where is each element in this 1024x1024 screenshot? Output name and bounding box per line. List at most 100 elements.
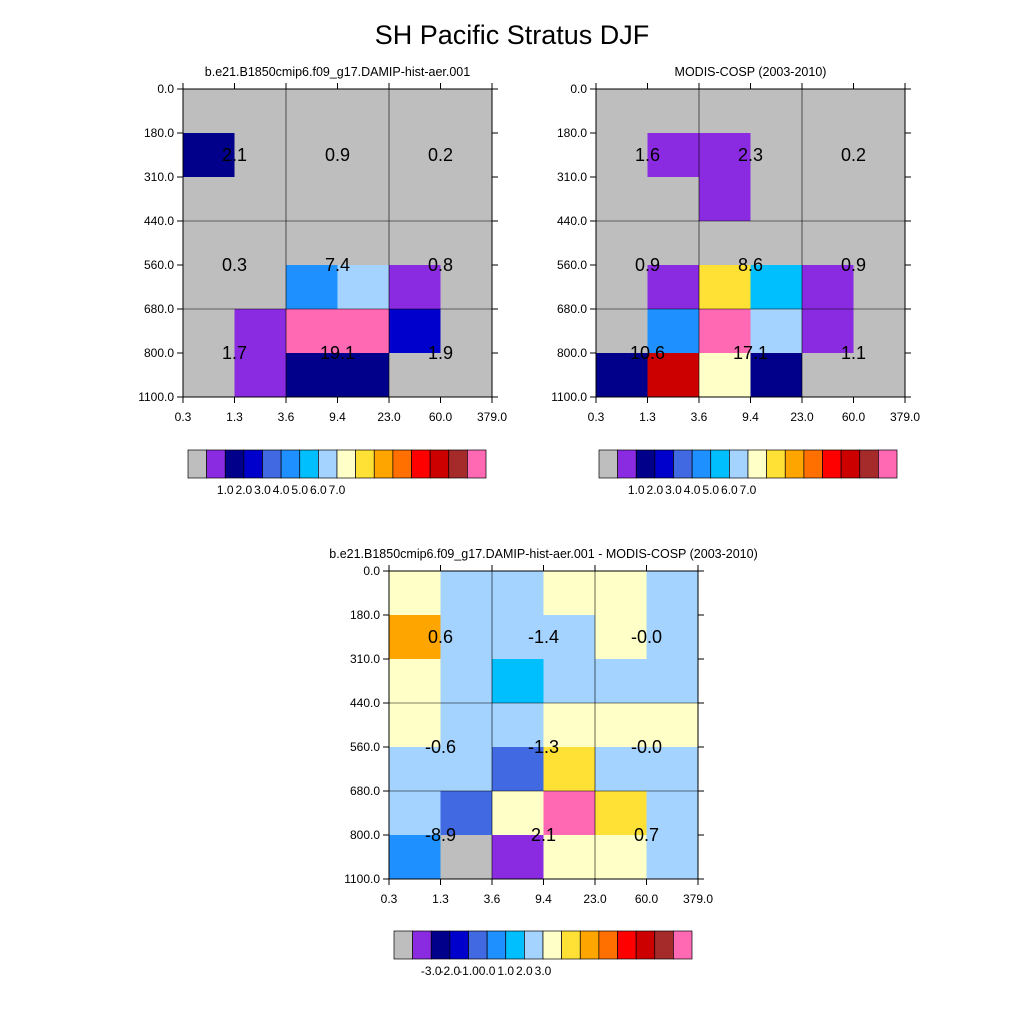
heatmap-cell	[389, 309, 441, 354]
x-tick-label: 3.6	[484, 892, 501, 906]
x-tick-label: 60.0	[429, 410, 453, 424]
heatmap-cell	[337, 309, 390, 354]
heatmap-cell	[750, 133, 803, 178]
x-tick-label: 0.3	[381, 892, 398, 906]
y-tick-label: 680.0	[557, 302, 587, 316]
colorbar-swatch	[243, 449, 263, 479]
colorbar-swatch	[859, 449, 879, 479]
colorbar-swatch	[673, 930, 693, 960]
heatmap-cell	[647, 309, 700, 354]
heatmap-cell	[647, 89, 700, 134]
colorbar-swatch	[840, 449, 861, 479]
heatmap-cell	[492, 791, 544, 836]
heatmap-cell	[440, 703, 493, 748]
heatmap-cell	[492, 615, 544, 660]
heatmap-cell	[440, 177, 493, 222]
y-tick-label: 800.0	[350, 828, 380, 842]
heatmap-cell	[853, 89, 906, 134]
colorbar-label: 1.0	[217, 483, 234, 497]
colorbar-swatch	[318, 449, 338, 479]
colorbar-swatch	[822, 449, 842, 479]
block-total-label: -8.9	[425, 825, 456, 845]
colorbar-swatch	[392, 449, 412, 479]
colorbar: 1.0 2.0 3.0 4.0 5.0 6.0 7.0	[187, 449, 487, 497]
heatmap-cell	[440, 89, 493, 134]
colorbar-label: 7.0	[740, 483, 757, 497]
heatmap-cell	[183, 265, 235, 310]
heatmap-cell	[440, 133, 493, 178]
y-tick-label: 800.0	[144, 346, 174, 360]
heatmap-cell	[234, 177, 287, 222]
heatmap-cell	[853, 177, 906, 222]
colorbar-label: 3.0	[535, 964, 552, 978]
colorbar-swatch	[412, 930, 432, 960]
heatmap-cell	[596, 265, 648, 310]
heatmap-cell	[543, 747, 596, 792]
colorbar-swatch	[206, 449, 226, 479]
heatmap-cell	[440, 353, 493, 398]
y-tick-label: 0.0	[363, 564, 380, 578]
heatmap-cell	[647, 353, 700, 398]
heatmap-cell	[647, 133, 700, 178]
heatmap-cell	[802, 177, 854, 222]
colorbar-swatch	[411, 449, 431, 479]
y-tick-label: 180.0	[557, 126, 587, 140]
heatmap-cell	[595, 571, 647, 616]
colorbar: -3.0-2.0-1.0 0.0 1.0 2.0 3.0	[393, 930, 693, 978]
heatmap-cell	[543, 835, 596, 880]
x-tick-label: 3.6	[278, 410, 295, 424]
x-tick-label: 60.0	[635, 892, 659, 906]
heatmap-cell	[595, 835, 647, 880]
heatmap-panel-2: MODIS-COSP (2003-2010) 0.0 180.0 310.0 440.0…	[551, 65, 920, 497]
y-tick-label: 680.0	[350, 784, 380, 798]
heatmap-cell	[389, 659, 441, 704]
y-tick-label: 800.0	[557, 346, 587, 360]
y-tick-label: 180.0	[350, 608, 380, 622]
heatmap-cell	[286, 133, 338, 178]
heatmap-cell	[646, 571, 699, 616]
x-tick-label: 23.0	[377, 410, 401, 424]
x-tick-label: 0.3	[175, 410, 192, 424]
heatmap-cell	[389, 571, 441, 616]
heatmap-cell	[440, 747, 493, 792]
block-total-label: 1.9	[428, 343, 453, 363]
heatmap-cell	[595, 615, 647, 660]
x-tick-label: 1.3	[639, 410, 656, 424]
heatmap-cell	[596, 309, 648, 354]
colorbar-swatch	[262, 449, 282, 479]
colorbar-swatch	[468, 930, 488, 960]
heatmap-cell	[389, 747, 441, 792]
heatmap-cell	[853, 221, 906, 266]
colorbar-swatch	[486, 930, 507, 960]
block-total-label: -0.0	[631, 627, 662, 647]
block-total-label: 1.7	[222, 343, 247, 363]
y-tick-label: 310.0	[350, 652, 380, 666]
heatmap-cell	[802, 89, 854, 134]
heatmap-cell	[183, 177, 235, 222]
colorbar-label: 3.0	[665, 483, 682, 497]
heatmap-cell	[647, 177, 700, 222]
y-tick-label: 560.0	[144, 258, 174, 272]
colorbar-swatch	[729, 449, 749, 479]
heatmap-cell	[699, 177, 751, 222]
x-tick-label: 9.4	[535, 892, 552, 906]
heatmap-cell	[183, 309, 235, 354]
colorbar-swatch	[299, 449, 319, 479]
block-total-label: 10.6	[630, 343, 665, 363]
colorbar-swatch	[579, 930, 600, 960]
colorbar-swatch	[878, 449, 898, 479]
heatmap-cell	[646, 835, 699, 880]
y-tick-label: 180.0	[144, 126, 174, 140]
colorbar-swatch	[598, 449, 618, 479]
y-tick-label: 560.0	[350, 740, 380, 754]
heatmap-cell	[802, 265, 854, 310]
colorbar-swatch	[393, 930, 413, 960]
heatmap-cell	[699, 89, 751, 134]
colorbar-swatch	[505, 930, 525, 960]
heatmap-cell	[699, 221, 751, 266]
colorbar-swatch	[448, 449, 468, 479]
colorbar-swatch	[691, 449, 712, 479]
colorbar-label: 2.0	[236, 483, 253, 497]
block-total-label: 0.9	[635, 255, 660, 275]
